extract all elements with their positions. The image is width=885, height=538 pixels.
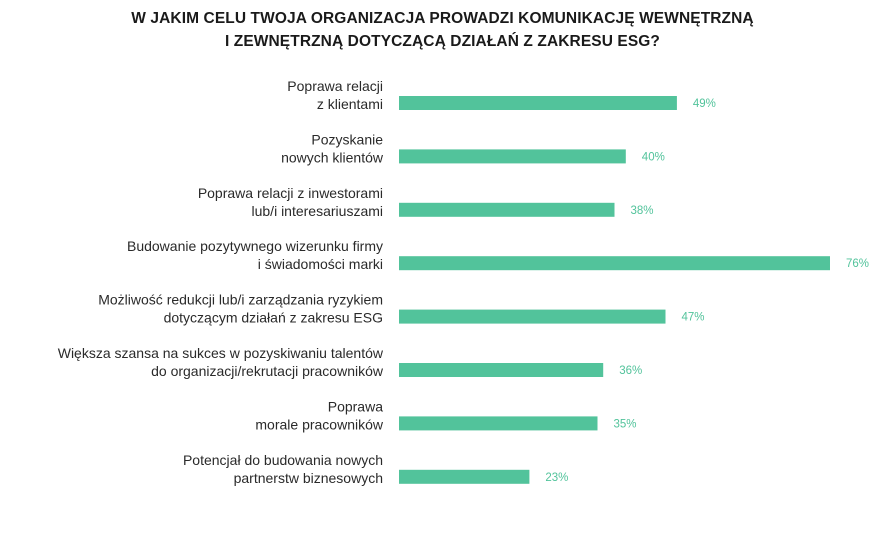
value-label-8: 23% xyxy=(545,472,568,484)
value-label-2: 40% xyxy=(642,151,665,163)
category-label-4-line-2: i świadomości marki xyxy=(258,256,383,272)
category-label-7-line-1: Poprawa xyxy=(328,398,383,414)
category-label-4-line-1: Budowanie pozytywnego wizerunku firmy xyxy=(127,238,383,254)
bar-3 xyxy=(399,202,615,217)
bar-7 xyxy=(399,416,598,431)
bar-6 xyxy=(399,363,604,377)
category-label-5-line-2: dotyczącym działań z zakresu ESG xyxy=(164,310,383,326)
value-label-3: 38% xyxy=(631,205,654,217)
category-label-3-line-2: lub/i interesariuszami xyxy=(252,203,384,219)
category-label-5-line-1: Możliwość redukcji lub/i zarządzania ryz… xyxy=(98,292,383,308)
category-label-8-line-2: partnerstw biznesowych xyxy=(234,470,383,486)
value-label-6: 36% xyxy=(619,365,642,377)
bar-4 xyxy=(399,256,830,271)
category-label-8-line-1: Potencjał do budowania nowych xyxy=(183,452,383,468)
value-label-5: 47% xyxy=(682,312,705,324)
bar-5 xyxy=(399,309,666,324)
chart-title-line-1: W JAKIM CELU TWOJA ORGANIZACJA PROWADZI … xyxy=(131,10,754,27)
category-label-1-line-1: Poprawa relacji xyxy=(287,78,383,94)
category-label-6-line-1: Większa szansa na sukces w pozyskiwaniu … xyxy=(58,345,384,361)
bar-2 xyxy=(399,149,626,164)
chart-title-line-2: I ZEWNĘTRZNĄ DOTYCZĄCĄ DZIAŁAŃ Z ZAKRESU… xyxy=(224,33,661,50)
category-label-3-line-1: Poprawa relacji z inwestorami xyxy=(198,185,383,201)
bar-8 xyxy=(399,469,530,484)
category-label-7-line-2: morale pracowników xyxy=(255,416,383,432)
category-label-6-line-2: do organizacji/rekrutacji pracowników xyxy=(151,363,384,379)
category-label-2-line-1: Pozyskanie xyxy=(311,131,383,147)
value-label-7: 35% xyxy=(614,418,637,430)
value-label-4: 76% xyxy=(846,258,869,270)
category-label-1-line-2: z klientami xyxy=(317,96,383,112)
bar-1 xyxy=(399,96,677,110)
value-label-1: 49% xyxy=(693,98,716,110)
category-label-2-line-2: nowych klientów xyxy=(281,149,384,165)
